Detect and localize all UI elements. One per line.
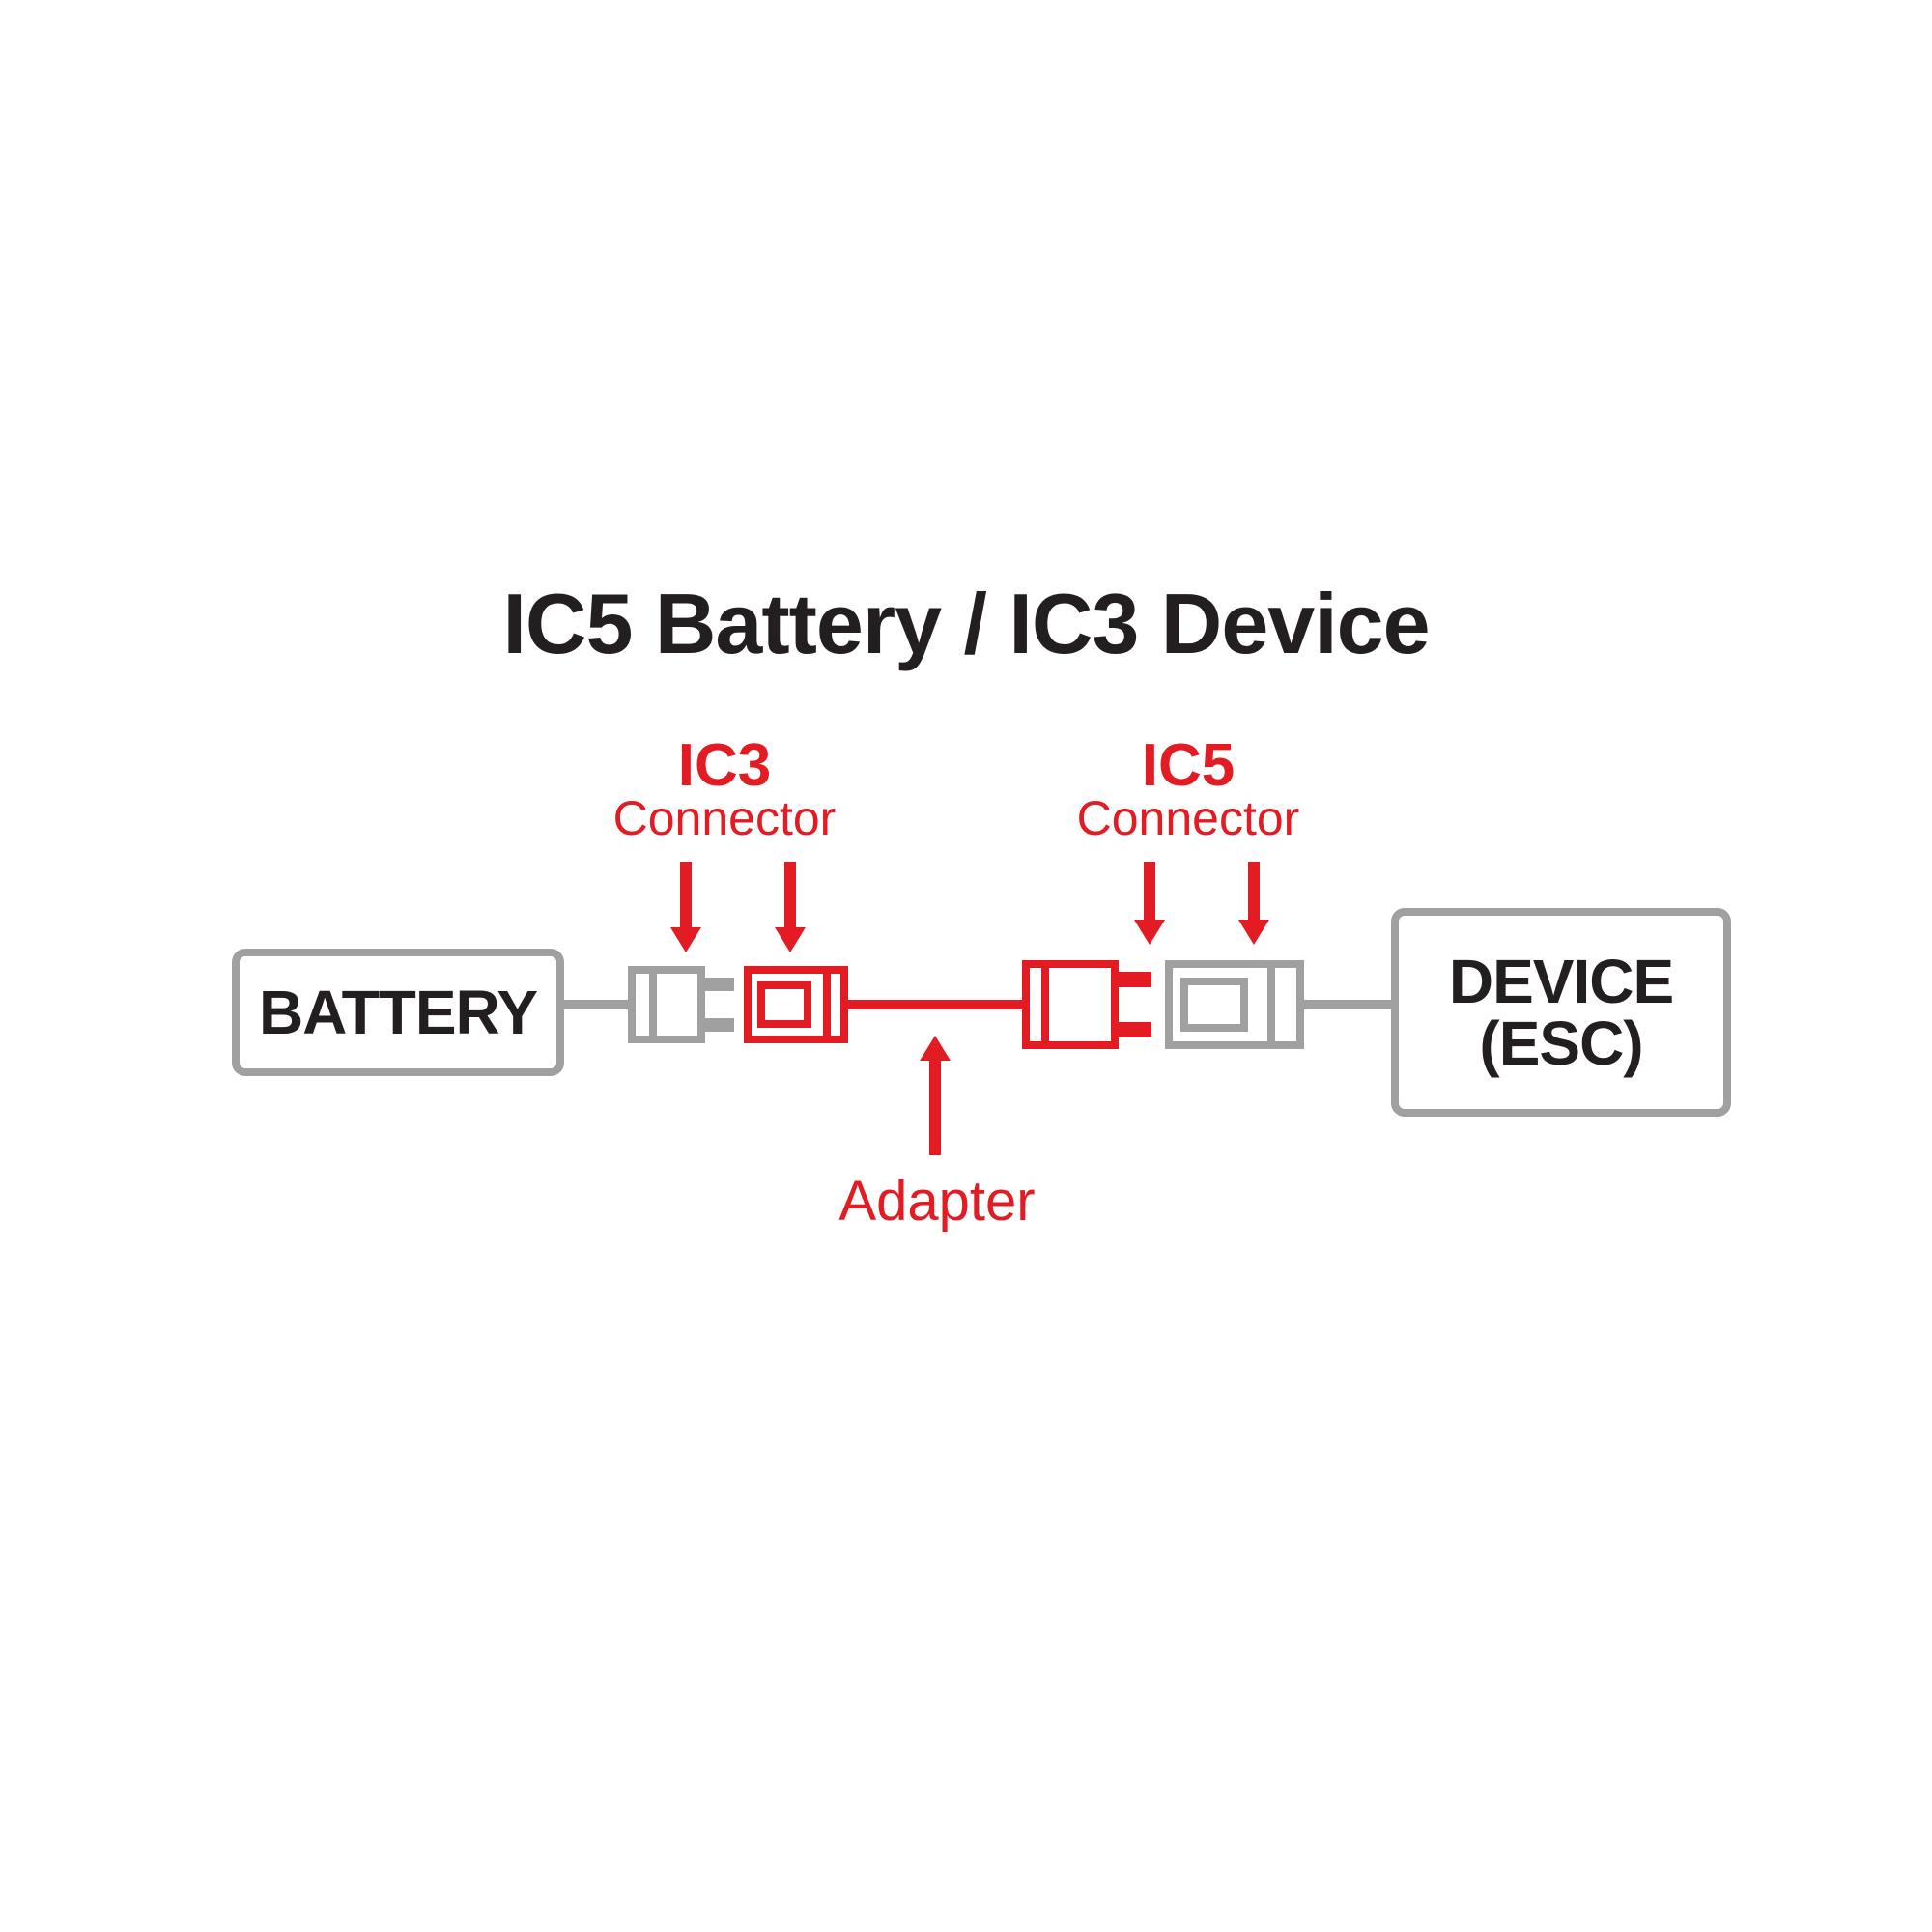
ic3-line2: Connector xyxy=(599,793,850,844)
device-box: DEVICE (ESC) xyxy=(1391,908,1731,1117)
diagram-stage: IC5 Battery / IC3 Device IC3 Connector I… xyxy=(0,0,1932,1932)
wire-gray xyxy=(556,1000,628,1009)
ic3-connector-label: IC3 Connector xyxy=(599,734,850,844)
device-label-line2: (ESC) xyxy=(1479,1009,1642,1078)
ic5-line1: IC5 xyxy=(1063,734,1314,797)
ic5-gray-connector xyxy=(1165,960,1304,1049)
arrow-up-icon xyxy=(920,1036,951,1155)
ic5-red-connector xyxy=(1022,960,1151,1049)
ic5-connector-label: IC5 Connector xyxy=(1063,734,1314,844)
ic3-line1: IC3 xyxy=(599,734,850,797)
ic3-red-connector xyxy=(744,966,848,1043)
adapter-label: Adapter xyxy=(826,1169,1048,1234)
ic5-line2: Connector xyxy=(1063,793,1314,844)
ic3-gray-connector xyxy=(628,966,734,1043)
arrow-down-icon xyxy=(670,862,701,954)
wire-gray xyxy=(1304,1000,1391,1009)
wire-red-adapter xyxy=(848,1000,1022,1009)
page-title: IC5 Battery / IC3 Device xyxy=(0,575,1932,673)
device-label-line1: DEVICE xyxy=(1449,947,1673,1016)
battery-label: BATTERY xyxy=(259,981,537,1043)
battery-box: BATTERY xyxy=(232,949,564,1076)
arrow-down-icon xyxy=(1134,862,1165,947)
arrow-down-icon xyxy=(775,862,806,954)
arrow-down-icon xyxy=(1238,862,1269,947)
